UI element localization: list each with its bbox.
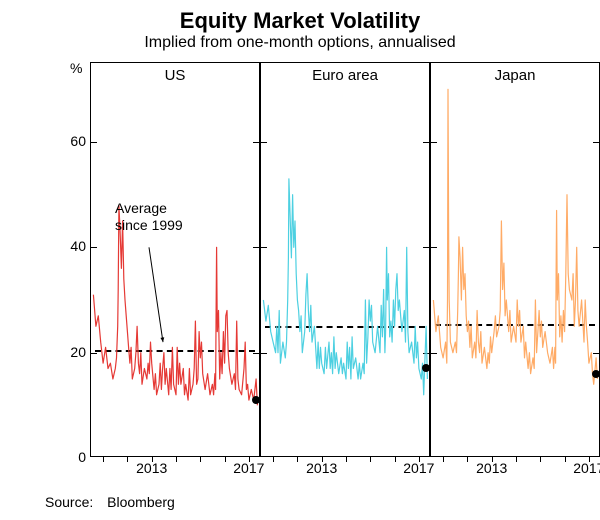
chart-title: Equity Market Volatility xyxy=(0,0,600,34)
y-tick-label-left: 60 xyxy=(70,133,90,149)
x-tick-label: 2017 xyxy=(233,456,264,476)
chart-subtitle: Implied from one-month options, annualis… xyxy=(0,34,600,52)
panel-euro: Euro area20132017 xyxy=(260,62,430,457)
series-japan xyxy=(431,63,600,458)
chart-container: Equity Market Volatility Implied from on… xyxy=(0,0,600,520)
series-euro xyxy=(261,63,431,458)
source-value: Bloomberg xyxy=(97,494,175,510)
x-tick-label: 2013 xyxy=(476,456,507,476)
y-tick-label-left: 0 xyxy=(78,449,90,465)
unit-left: % xyxy=(70,60,82,76)
y-tick-label-left: 40 xyxy=(70,238,90,254)
latest-dot-japan xyxy=(592,370,600,378)
panel-japan: Japan20132017 xyxy=(430,62,600,457)
x-tick-label: 2017 xyxy=(573,456,600,476)
plot-area: %%00202040406060US20132017Averagesince 1… xyxy=(90,62,600,457)
latest-dot-euro xyxy=(422,364,430,372)
x-tick-label: 2017 xyxy=(403,456,434,476)
x-tick-label: 2013 xyxy=(136,456,167,476)
source-line: Source: Bloomberg xyxy=(45,494,175,510)
panel-us: US20132017Averagesince 1999 xyxy=(90,62,260,457)
y-tick-label-left: 20 xyxy=(70,344,90,360)
source-label: Source: xyxy=(45,494,93,510)
annotation-arrow xyxy=(91,63,261,458)
x-tick-label: 2013 xyxy=(306,456,337,476)
